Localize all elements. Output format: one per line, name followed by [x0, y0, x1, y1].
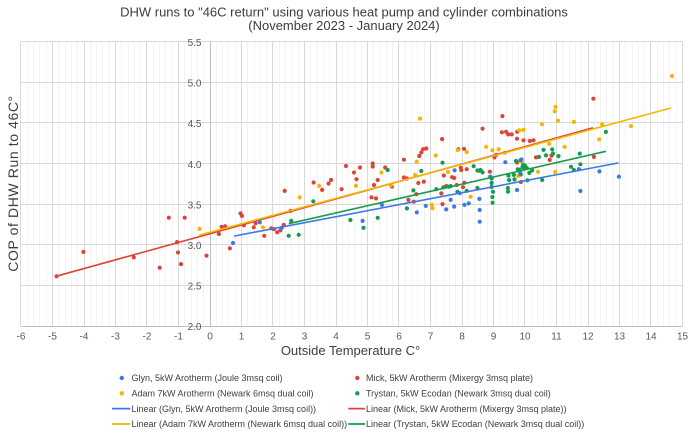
svg-text:Adam 7kW Arotherm (Newark 6msq: Adam 7kW Arotherm (Newark 6msq dual coil…	[132, 389, 314, 399]
svg-text:2: 2	[270, 332, 276, 343]
svg-text:0: 0	[207, 332, 213, 343]
svg-text:4.5: 4.5	[188, 119, 202, 130]
svg-text:5: 5	[365, 332, 371, 343]
svg-text:8: 8	[459, 332, 465, 343]
svg-text:10: 10	[519, 332, 531, 343]
svg-text:(November 2023 - January 2024): (November 2023 - January 2024)	[248, 18, 440, 33]
svg-text:Outside Temperature C°: Outside Temperature C°	[281, 343, 420, 358]
svg-text:9: 9	[491, 332, 497, 343]
svg-text:-3: -3	[111, 332, 120, 343]
svg-text:7: 7	[428, 332, 434, 343]
svg-text:2.0: 2.0	[188, 322, 202, 333]
svg-text:6: 6	[396, 332, 402, 343]
svg-text:DHW runs to "46C return" using: DHW runs to "46C return" using various h…	[120, 5, 568, 20]
svg-text:3: 3	[302, 332, 308, 343]
svg-text:Linear (Adam 7kW Arotherm (New: Linear (Adam 7kW Arotherm (Newark 6msq d…	[132, 419, 348, 429]
svg-text:3.0: 3.0	[188, 241, 202, 252]
svg-text:5.5: 5.5	[188, 38, 202, 49]
svg-text:Linear (Trystan, 5kW Ecodan (N: Linear (Trystan, 5kW Ecodan (Newark 3msq…	[366, 419, 584, 429]
svg-text:-6: -6	[17, 332, 26, 343]
svg-text:14: 14	[645, 332, 657, 343]
svg-text:Glyn, 5kW Arotherm (Joule 3msq: Glyn, 5kW Arotherm (Joule 3msq coil)	[132, 373, 283, 383]
svg-text:Linear (Glyn, 5kW Arotherm (Jo: Linear (Glyn, 5kW Arotherm (Joule 3msq c…	[132, 404, 317, 414]
svg-text:1: 1	[239, 332, 245, 343]
svg-text:COP of DHW Run to 46C°: COP of DHW Run to 46C°	[5, 95, 21, 271]
svg-text:3.5: 3.5	[188, 200, 202, 211]
svg-text:4.0: 4.0	[188, 160, 202, 171]
svg-text:13: 13	[614, 332, 626, 343]
svg-text:2.5: 2.5	[188, 282, 202, 293]
svg-text:12: 12	[582, 332, 594, 343]
svg-text:-2: -2	[143, 332, 152, 343]
svg-text:4: 4	[333, 332, 339, 343]
svg-text:-4: -4	[80, 332, 89, 343]
svg-text:15: 15	[677, 332, 689, 343]
svg-text:Linear (Mick, 5kW Arotherm (Mi: Linear (Mick, 5kW Arotherm (Mixergy 3msq…	[366, 404, 567, 414]
svg-text:-5: -5	[48, 332, 57, 343]
svg-text:11: 11	[551, 332, 562, 343]
svg-text:Mick, 5kW Arotherm (Mixergy 3m: Mick, 5kW Arotherm (Mixergy 3msq plate)	[366, 373, 533, 383]
svg-text:Trystan, 5kW Ecodan (Newark 3m: Trystan, 5kW Ecodan (Newark 3msq dual co…	[366, 389, 551, 399]
svg-text:5.0: 5.0	[188, 79, 202, 90]
svg-text:-1: -1	[174, 332, 183, 343]
